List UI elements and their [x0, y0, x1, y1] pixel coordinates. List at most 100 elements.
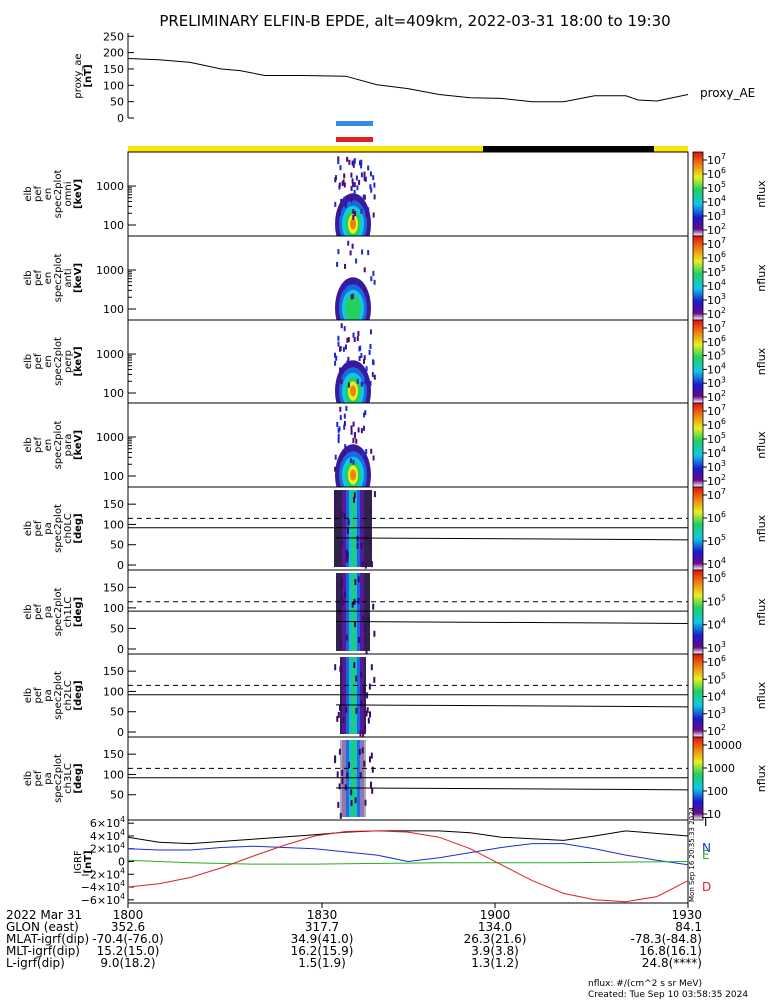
flux-speckle	[352, 209, 355, 215]
colorbar-tick-label: 104	[707, 689, 726, 704]
flux-speckle	[337, 712, 340, 718]
flux-speckle	[358, 179, 361, 185]
flux-speckle	[348, 159, 351, 165]
flux-speckle	[342, 599, 345, 606]
flux-speckle	[340, 379, 343, 385]
flux-speckle	[350, 172, 353, 178]
flux-speckle	[334, 454, 337, 460]
colorbar-tick-label: 107	[707, 403, 726, 418]
anti-loss-cone-line	[335, 537, 689, 541]
flux-speckle	[360, 671, 363, 678]
axis-label-line: pef	[33, 437, 44, 454]
axis-label-line: spec2plot	[53, 504, 64, 553]
colorbar-tick-label: 107	[707, 236, 726, 251]
flux-speckle	[363, 358, 365, 364]
yellow-status-bar	[128, 146, 483, 152]
colorbar-label-group: nflux	[755, 431, 768, 459]
flux-speckle	[373, 194, 376, 200]
colorbar-label: nflux	[755, 598, 768, 626]
flux-speckle	[365, 449, 368, 454]
flux-contour	[350, 469, 356, 481]
flux-speckle	[338, 509, 341, 515]
axis-label-line: en	[43, 355, 54, 368]
flux-speckle	[345, 634, 348, 641]
spectrogram-panel: elb pef pa spec2plot ch0LC [deg] 150 100 50 0	[23, 486, 689, 572]
colorbar-tick-label: 105	[707, 533, 726, 548]
igrf-y-tick-label: 0	[118, 856, 125, 869]
panel-y-label: elb pef en spec2plot para [keV]	[23, 421, 84, 470]
spectrogram-panel: elb pef en spec2plot para [keV] 1000 100	[23, 402, 689, 506]
flux-speckle	[364, 410, 367, 416]
colorbar: 107 106 105 104 nflux	[692, 486, 768, 571]
colorbar-tick-label: 104	[707, 617, 726, 632]
flux-speckle	[357, 576, 360, 583]
panel-frame	[127, 653, 689, 738]
flux-speckle	[358, 749, 361, 755]
flux-speckle	[338, 625, 341, 632]
flux-speckle	[334, 177, 337, 183]
x-row-value: 24.8(****)	[642, 956, 702, 970]
axis-label-line: elb	[23, 270, 34, 285]
flux-speckle	[356, 378, 359, 384]
flux-speckle	[343, 413, 346, 419]
flux-speckle	[354, 621, 357, 628]
axis-label-line: [keV]	[73, 346, 84, 376]
axis-label-line: omni	[63, 182, 74, 207]
x-row-value: 16.8(16.1)	[639, 944, 702, 958]
igrf-y-tick-label: −4×104	[81, 879, 125, 894]
y-tick-label: 0	[117, 643, 124, 656]
panel-frame	[127, 319, 689, 404]
flux-column	[351, 573, 355, 651]
axis-label-line: [deg]	[73, 680, 84, 710]
y-tick-label: 50	[110, 789, 124, 802]
colorbar-label-group: nflux	[755, 681, 768, 709]
panel-frame	[127, 569, 689, 655]
flux-speckle	[339, 812, 342, 819]
flux-speckle	[354, 579, 357, 585]
flux-speckle	[366, 692, 369, 699]
flux-speckle	[372, 603, 375, 610]
colorbar-label: nflux	[755, 264, 768, 292]
flux-speckle	[339, 165, 342, 171]
colorbar-tick-label: 103	[707, 640, 726, 655]
flux-speckle	[345, 406, 348, 411]
igrf-legend-n: N	[702, 841, 711, 855]
flux-speckle	[362, 615, 365, 622]
colorbar-strip	[692, 319, 704, 404]
flux-speckle	[344, 444, 347, 450]
ae-y-tick-label: 0	[117, 112, 124, 125]
colorbar-tick-label: 103	[707, 706, 726, 721]
flux-speckle	[373, 491, 376, 498]
timestamp-vertical-group: Mon Sep 16 20:35:33 2024	[688, 806, 696, 902]
flux-speckle	[354, 797, 357, 804]
ae-y-tick-label: 250	[103, 30, 124, 43]
flux-speckle	[336, 213, 338, 219]
x-row-value: 26.3(21.6)	[464, 932, 527, 946]
colorbar-tick-label: 104	[707, 361, 726, 376]
flux-speckle	[359, 345, 362, 351]
axis-label-line: [keV]	[73, 430, 84, 460]
axis-label-line: pef	[33, 687, 44, 704]
flux-speckle	[336, 771, 339, 778]
axis-label-line: anti	[63, 268, 74, 287]
flux-speckle	[346, 772, 349, 779]
x-row-value: 317.7	[305, 920, 339, 934]
igrf-y-tick-label: 2×104	[90, 841, 125, 856]
flux-speckle	[364, 562, 367, 569]
flux-speckle	[350, 185, 353, 191]
colorbar-strip	[692, 569, 704, 655]
flux-speckle	[369, 171, 372, 177]
x-row-value: 1900	[480, 908, 511, 922]
flux-speckle	[350, 294, 353, 300]
flux-speckle	[363, 355, 366, 361]
flux-speckle	[351, 160, 354, 166]
colorbar-tick-label: 10	[707, 808, 721, 821]
colorbar: 10000 1000 100 10 nflux	[692, 736, 768, 821]
colorbar-tick-label: 106	[707, 570, 726, 585]
flux-speckle	[344, 263, 346, 269]
colorbar-tick-label: 106	[707, 166, 726, 181]
flux-speckle	[340, 455, 343, 461]
flux-speckle	[373, 279, 376, 285]
flux-speckle	[360, 353, 363, 358]
